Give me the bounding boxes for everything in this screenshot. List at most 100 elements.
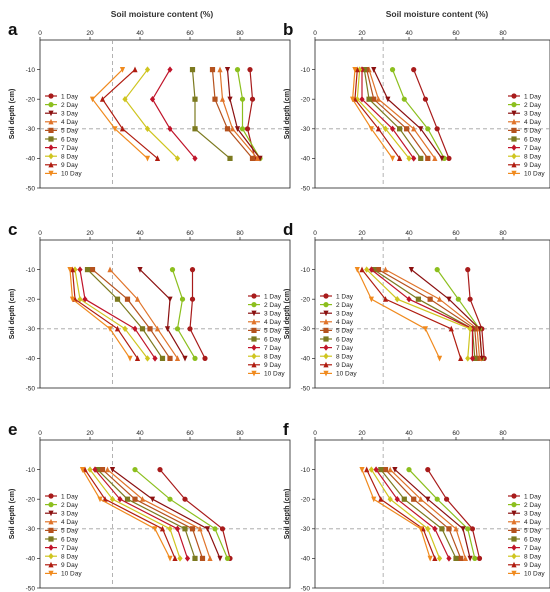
legend-marker xyxy=(511,527,517,533)
data-point xyxy=(444,496,450,502)
data-point xyxy=(366,96,372,102)
series-6 xyxy=(84,267,166,361)
data-point xyxy=(371,67,377,73)
legend-label: 10 Day xyxy=(524,171,545,178)
legend-entry: 10 Day xyxy=(248,371,285,378)
series-line xyxy=(94,469,189,559)
legend-label: 4 Day xyxy=(524,519,542,526)
legend-entry: 1 Day xyxy=(248,293,282,300)
data-point xyxy=(79,467,86,473)
x-tick-label: 60 xyxy=(186,30,194,37)
y-tick-label: -20 xyxy=(301,497,311,504)
data-point xyxy=(119,67,126,73)
data-point xyxy=(192,96,198,102)
legend-entry: 3 Day xyxy=(45,511,79,518)
x-tick-label: 0 xyxy=(313,30,317,37)
data-point xyxy=(224,555,231,562)
y-tick-label: -30 xyxy=(26,326,36,333)
data-point xyxy=(167,125,173,132)
series-line xyxy=(380,469,457,559)
data-point xyxy=(436,555,443,562)
data-point xyxy=(67,267,73,273)
series-line xyxy=(159,469,231,559)
data-point xyxy=(436,296,443,302)
legend-label: 2 Day xyxy=(61,102,79,109)
data-point xyxy=(137,267,143,273)
legend-entry: 10 Day xyxy=(508,571,545,578)
series-line xyxy=(134,469,229,559)
data-point xyxy=(132,467,138,473)
x-tick-label: 60 xyxy=(452,230,460,237)
legend-label: 6 Day xyxy=(61,136,79,143)
legend-marker xyxy=(251,361,257,368)
legend-marker xyxy=(251,318,257,325)
data-point xyxy=(152,355,158,362)
legend-entry: 3 Day xyxy=(508,511,542,518)
legend-label: 6 Day xyxy=(264,336,282,343)
x-tick-label: 20 xyxy=(358,430,366,437)
data-point xyxy=(446,526,452,532)
data-point xyxy=(422,326,429,332)
legend-marker xyxy=(251,310,257,317)
legend-label: 1 Day xyxy=(336,293,354,300)
data-point xyxy=(397,155,403,161)
data-point xyxy=(415,296,421,302)
legend-label: 3 Day xyxy=(264,311,282,318)
data-point xyxy=(174,155,181,162)
data-point xyxy=(458,355,464,361)
series-3 xyxy=(371,67,445,162)
x-tick-label: 0 xyxy=(38,30,42,37)
x-tick-label: 80 xyxy=(499,30,507,37)
series-9 xyxy=(69,266,141,361)
data-point xyxy=(418,155,424,161)
series-6 xyxy=(378,467,459,561)
series-line xyxy=(351,69,394,159)
data-point xyxy=(389,67,396,73)
data-point xyxy=(167,355,173,361)
legend-marker xyxy=(511,136,517,142)
y-tick-label: -10 xyxy=(26,267,36,274)
legend-entry: 6 Day xyxy=(508,536,542,543)
data-point xyxy=(418,126,424,132)
data-point xyxy=(389,155,396,162)
y-tick-label: -20 xyxy=(301,97,311,104)
legend-marker xyxy=(323,293,329,299)
data-point xyxy=(189,267,196,273)
data-point xyxy=(446,296,452,303)
data-point xyxy=(368,466,374,473)
data-point xyxy=(202,355,208,361)
legend-label: 8 Day xyxy=(61,154,79,161)
data-point xyxy=(401,496,407,502)
y-tick-label: -10 xyxy=(301,267,311,274)
data-point xyxy=(354,66,360,73)
data-point xyxy=(397,126,403,132)
legend-entry: 9 Day xyxy=(320,361,354,369)
legend-label: 10 Day xyxy=(524,571,545,578)
legend-marker xyxy=(511,493,517,499)
data-point xyxy=(157,467,163,473)
data-point xyxy=(174,355,181,361)
series-6 xyxy=(189,67,233,161)
data-point xyxy=(192,155,198,162)
data-point xyxy=(352,67,358,73)
panel-b: b 0 20 40 60 80 -10 -20 -30 -40 -50 Soil depth (cm)… xyxy=(283,20,550,192)
series-line xyxy=(101,69,158,159)
legend-entry: 1 Day xyxy=(45,93,79,100)
y-tick-label: -30 xyxy=(301,126,311,133)
legend-entry: 1 Day xyxy=(508,93,542,100)
series-line xyxy=(389,469,466,559)
series-line xyxy=(408,469,476,559)
data-point xyxy=(122,325,128,332)
legend-label: 4 Day xyxy=(61,519,79,526)
legend-label: 3 Day xyxy=(61,511,79,518)
data-point xyxy=(167,66,173,73)
legend-marker xyxy=(323,327,329,333)
data-point xyxy=(394,296,400,303)
legend-marker xyxy=(323,302,329,308)
data-point xyxy=(479,355,485,362)
series-10 xyxy=(67,267,133,362)
data-point xyxy=(182,355,188,362)
series-line xyxy=(385,469,462,559)
